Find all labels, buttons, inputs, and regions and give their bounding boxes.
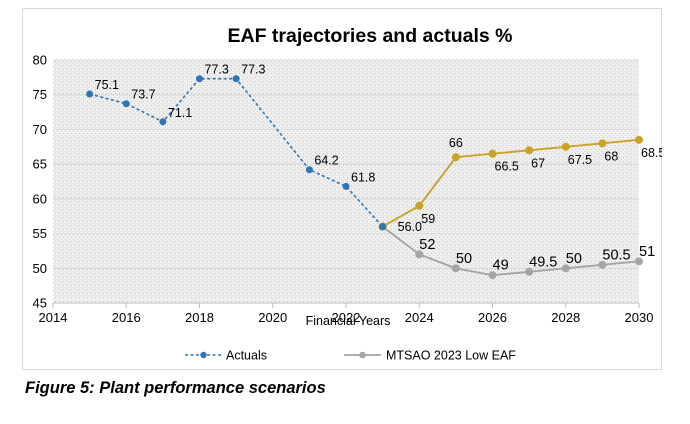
axes: 45 50 55 60 65 70 75 80 2014 2016 2018 2020 2022 2024…	[33, 53, 654, 326]
data-point-mtsao	[525, 267, 534, 276]
x-tick-label: 2016	[112, 310, 141, 325]
data-point-trajectory	[415, 201, 424, 210]
x-tick-label: 2026	[478, 310, 507, 325]
data-point-trajectory	[451, 153, 460, 162]
data-labels: 75.1 73.7 71.1 77.3 77.3 64.2 61.8 56.059 66 66.5…	[95, 63, 662, 274]
y-tick-label: 45	[33, 296, 47, 311]
data-point-actuals	[305, 166, 313, 174]
y-tick-label: 70	[33, 122, 47, 137]
y-tick-label: 55	[33, 226, 47, 241]
legend-marker-mtsao	[359, 351, 366, 359]
figure-caption: Figure 5: Plant performance scenarios	[25, 379, 326, 397]
data-point-trajectory	[598, 139, 607, 148]
data-point-actuals	[86, 90, 94, 98]
legend-item-actuals: Actuals	[185, 349, 267, 363]
y-tick-label: 80	[33, 53, 47, 68]
data-point-actuals	[342, 182, 350, 190]
chart-title: EAF trajectories and actuals %	[227, 25, 512, 47]
data-label-mtsao: 50	[566, 251, 582, 267]
data-label-actuals: 64.2	[314, 154, 338, 168]
data-label-actuals: 71.1	[168, 106, 192, 120]
data-label-actuals: 77.3	[241, 63, 265, 77]
data-point-actuals	[196, 75, 203, 83]
x-tick-label: 2014	[39, 310, 68, 325]
data-label-mtsao: 51	[639, 244, 655, 260]
x-axis-title: Financial Years	[306, 314, 391, 328]
data-label-trajectory: 59	[421, 212, 435, 226]
y-tick-label: 60	[33, 191, 47, 206]
data-label-mtsao: 50	[456, 251, 472, 267]
data-point-actuals	[379, 223, 387, 231]
data-point-trajectory	[561, 142, 570, 151]
data-point-trajectory	[488, 149, 497, 158]
data-point-actuals	[159, 118, 167, 126]
gridlines	[53, 59, 639, 269]
data-point-mtsao	[451, 264, 460, 273]
data-label-actuals: 77.3	[205, 63, 229, 77]
data-point-mtsao	[488, 271, 497, 280]
data-label-trajectory: 68.5	[641, 146, 662, 160]
x-tick-label: 2030	[625, 310, 654, 325]
data-point-mtsao	[415, 250, 424, 259]
data-point-trajectory	[635, 135, 643, 144]
data-point-mtsao	[598, 260, 607, 269]
x-tick-label: 2020	[258, 310, 287, 325]
data-label-trajectory: 67	[531, 156, 545, 170]
data-label-actuals: 75.1	[95, 78, 119, 92]
data-label-actuals: 73.7	[131, 88, 155, 102]
data-point-mtsao	[635, 257, 643, 266]
x-tick-label: 2022	[332, 310, 361, 325]
y-tick-label: 50	[33, 261, 47, 276]
series-line-trajectory	[382, 138, 640, 228]
data-label-trajectory: 67.5	[568, 153, 592, 167]
data-label-mtsao: 49.5	[529, 254, 557, 270]
data-label-trajectory: 68	[604, 149, 618, 163]
data-label-trajectory: 66.5	[495, 160, 519, 174]
data-label-actuals: 61.8	[351, 170, 375, 184]
data-label-mtsao: 50.5	[602, 247, 630, 263]
chart-panel: 45 50 55 60 65 70 75 80 2014 2016 2018 2020 2022 2024…	[22, 8, 662, 370]
series-line-actuals	[89, 77, 384, 228]
data-point-trajectory	[525, 146, 534, 155]
data-point-mtsao	[561, 264, 570, 273]
series-line-mtsao	[382, 225, 640, 277]
legend-item-mtsao: MTSAO 2023 Low EAF	[344, 349, 516, 363]
x-tick-label: 2028	[551, 310, 580, 325]
x-tick-label: 2018	[185, 310, 214, 325]
plot-area	[53, 60, 639, 303]
series	[86, 75, 643, 280]
data-label-mtsao: 49	[493, 258, 509, 274]
data-label-mtsao: 52	[419, 237, 435, 253]
data-label-trajectory: 56.0	[398, 220, 422, 234]
data-label-trajectory: 66	[449, 136, 463, 150]
legend-label-actuals: Actuals	[226, 349, 267, 363]
data-point-actuals	[122, 100, 130, 108]
legend-marker-actuals	[200, 351, 207, 359]
legend: Actuals MTSAO 2023 Low EAF	[185, 349, 516, 363]
y-tick-label: 65	[33, 157, 47, 172]
eaf-chart: 45 50 55 60 65 70 75 80 2014 2016 2018 2020 2022 2024…	[22, 8, 662, 370]
data-point-actuals	[232, 75, 240, 83]
y-tick-label: 75	[33, 87, 47, 102]
legend-label-mtsao: MTSAO 2023 Low EAF	[386, 349, 516, 363]
x-tick-label: 2024	[405, 310, 434, 325]
